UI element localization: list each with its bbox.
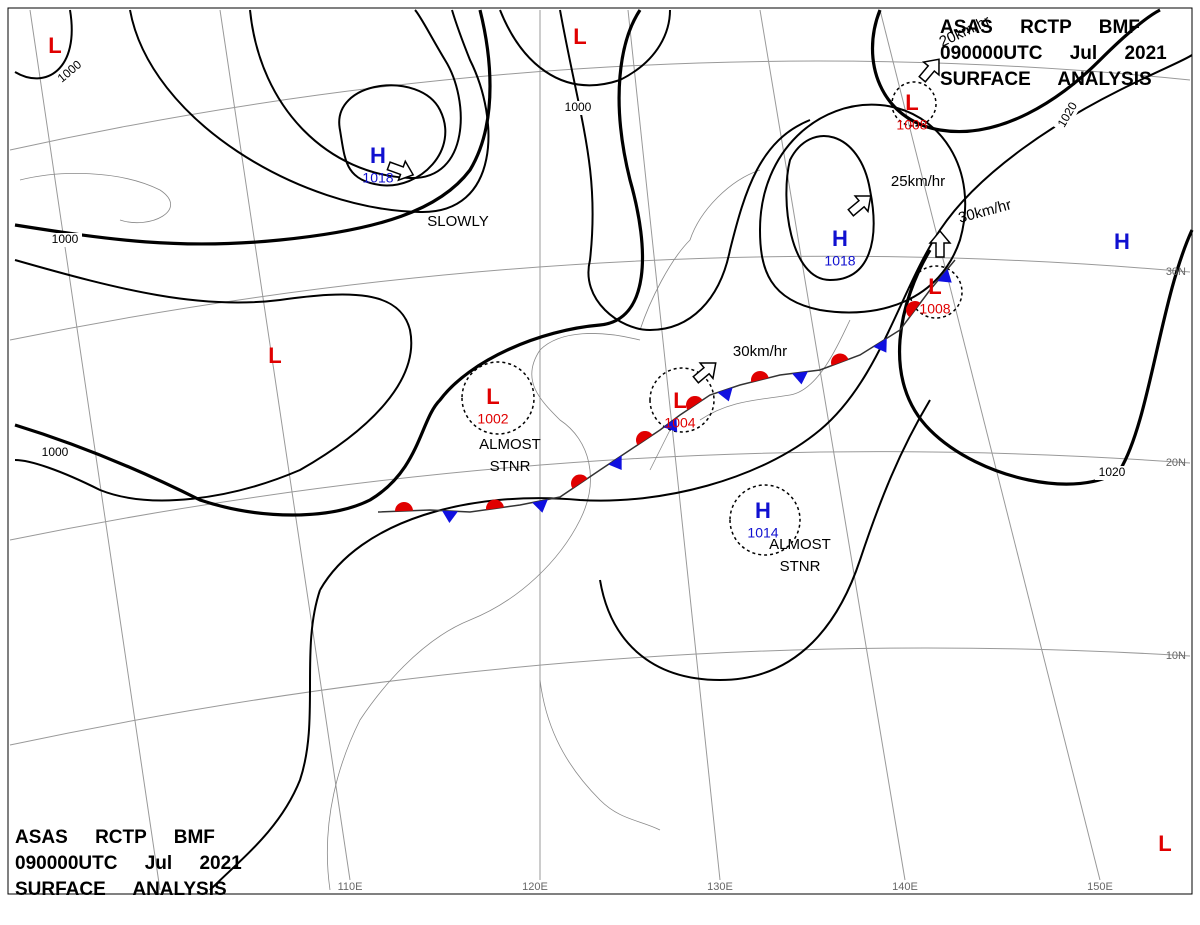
header-line: SURFACE ANALYSIS (15, 879, 227, 900)
map-labels: ASAS RCTP BMF 090000UTC Jul 2021 SURFACE A… (15, 12, 1186, 900)
motion-label: 25km/hr (891, 173, 945, 190)
central-pressure: 1018 (362, 170, 393, 186)
map-frame (7, 7, 1193, 895)
front-symbol (873, 338, 887, 353)
warm-symbol (395, 502, 413, 512)
longitude-label: 120E (522, 881, 548, 893)
motion-arrow (847, 195, 872, 217)
isobar-label: 1000 (52, 232, 79, 246)
warm-symbol (906, 301, 921, 318)
header-line: 090000UTC Jul 2021 (15, 853, 242, 874)
central-pressure: 1008 (919, 301, 950, 317)
pressure-center: H (370, 143, 386, 168)
header-line: 090000UTC Jul 2021 (940, 43, 1167, 64)
cold-symbol (532, 499, 548, 513)
longitude-label: 130E (707, 881, 733, 893)
system-note: ALMOST (479, 436, 541, 453)
warm-symbol (831, 353, 849, 366)
cold-symbol (442, 510, 458, 523)
longitude-label: 110E (338, 881, 363, 893)
coastlines (19, 169, 851, 891)
isobar-label: 1000 (42, 445, 69, 459)
longitude-label: 140E (892, 881, 918, 893)
front-symbol (608, 455, 622, 470)
latitude-label: 30N (1166, 266, 1186, 278)
pressure-center: L (268, 343, 281, 368)
front-symbol (442, 510, 458, 523)
header-line: ASAS RCTP BMF (940, 17, 1140, 38)
front-symbol (906, 301, 921, 318)
pressure-center: H (755, 498, 771, 523)
front-symbol (792, 371, 808, 385)
motion-arrow (928, 229, 952, 258)
front-symbol (937, 268, 952, 283)
warm-symbol (571, 474, 588, 489)
pressure-center: L (673, 388, 686, 413)
label-bg (52, 55, 88, 89)
cold-symbol (608, 455, 622, 470)
front-symbol (486, 499, 504, 510)
warm-symbol (486, 499, 504, 510)
pressure-center: L (48, 33, 61, 58)
front-symbol (686, 396, 703, 410)
isobar-label: 1020 (1099, 465, 1126, 479)
label-bg (1095, 466, 1129, 480)
cold-symbol (792, 371, 808, 385)
label-bg (561, 101, 595, 115)
front-symbol (532, 499, 548, 513)
cold-symbol (717, 387, 733, 402)
pressure-center: L (486, 384, 499, 409)
isobar-label: 1000 (565, 100, 592, 114)
front-line (377, 259, 956, 513)
header-line: ASAS RCTP BMF (15, 827, 215, 848)
header-line: SURFACE ANALYSIS (940, 69, 1152, 90)
pressure-center: H (1114, 229, 1130, 254)
stationary-front (377, 259, 956, 523)
motion-label: 30km/hr (733, 343, 787, 360)
latitude-label: 20N (1166, 457, 1186, 469)
front-symbol (571, 474, 588, 489)
pressure-center: L (905, 90, 918, 115)
label-bg (1053, 96, 1083, 134)
graticule (9, 9, 1191, 891)
motion-label: SLOWLY (427, 213, 488, 230)
pressure-center: L (928, 274, 941, 299)
cold-symbol (663, 417, 678, 433)
pressure-center: H (832, 226, 848, 251)
longitude-label: 150E (1087, 881, 1113, 893)
motion-arrow (692, 362, 717, 384)
warm-symbol (636, 431, 653, 445)
motion-arrow (918, 58, 940, 83)
central-pressure: 1004 (664, 415, 695, 431)
isobars (14, 8, 1194, 891)
central-pressure: 1008 (896, 117, 927, 133)
system-note: STNR (490, 458, 531, 475)
central-pressure: 1014 (747, 525, 778, 541)
pressure-center: L (573, 24, 586, 49)
front-symbol (636, 431, 653, 445)
warm-symbol (751, 371, 769, 383)
front-symbol (717, 387, 733, 402)
warm-symbol (686, 396, 703, 410)
motion-arrow (386, 159, 415, 182)
front-symbol (751, 371, 769, 383)
central-pressure: 1002 (477, 411, 508, 427)
front-symbol (831, 353, 849, 366)
cold-symbol (873, 338, 887, 353)
front-symbol (663, 417, 678, 433)
pressure-center: L (1158, 831, 1171, 856)
front-symbol (395, 502, 413, 512)
system-note: ALMOST (769, 536, 831, 553)
latitude-label: 10N (1166, 650, 1186, 662)
system-note: STNR (780, 558, 821, 575)
label-bg (48, 233, 82, 247)
cold-symbol (937, 268, 952, 283)
central-pressure: 1018 (824, 253, 855, 269)
label-bg (38, 446, 72, 460)
